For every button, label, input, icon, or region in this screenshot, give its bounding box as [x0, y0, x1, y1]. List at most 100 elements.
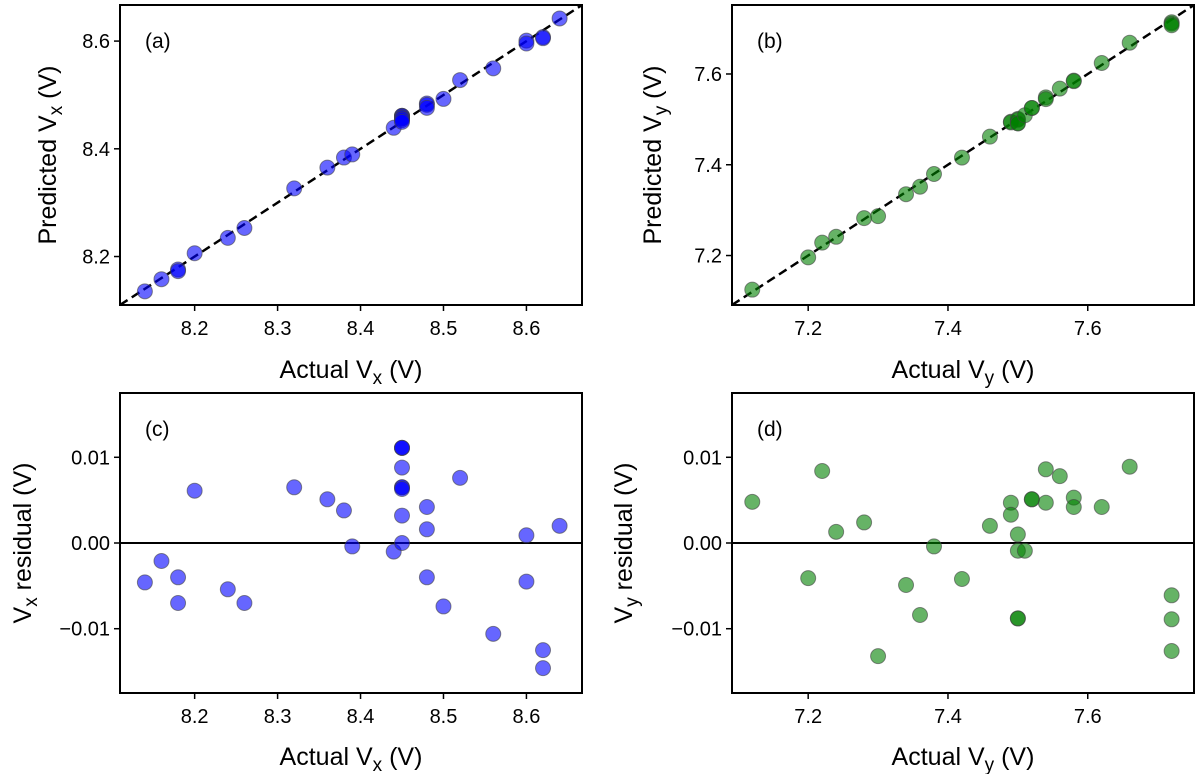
- data-point: [953, 571, 970, 587]
- data-point: [394, 481, 411, 497]
- panel-label: (b): [757, 30, 783, 53]
- data-point: [518, 573, 535, 590]
- x-tick-label: 8.5: [430, 318, 458, 340]
- data-point: [870, 208, 887, 225]
- data-point: [828, 228, 845, 245]
- x-tick-label: 8.4: [347, 318, 375, 340]
- data-point: [551, 517, 568, 534]
- data-point: [394, 459, 411, 476]
- data-point: [1037, 494, 1054, 511]
- data-point: [1121, 458, 1138, 475]
- panel-d: 7.2 7.4 7.6 0.01 0.00 −0.01 (d) Actual Vy (V) Vy…: [610, 392, 1195, 774]
- x-tick-label: 7.6: [1074, 706, 1102, 728]
- y-tick-label: −0.01: [59, 619, 110, 641]
- data-point: [170, 569, 187, 586]
- points: [136, 10, 568, 300]
- x-tick-label: 7.2: [794, 318, 822, 340]
- data-point: [1037, 461, 1054, 478]
- data-point: [925, 538, 942, 555]
- data-point: [925, 166, 942, 183]
- data-point: [535, 660, 552, 677]
- x-axis-label: Actual Vx (V): [280, 356, 423, 389]
- x-tick-label: 8.3: [264, 318, 292, 340]
- data-point: [1016, 542, 1033, 559]
- data-point: [435, 598, 452, 615]
- data-point: [814, 234, 831, 251]
- data-point: [912, 178, 929, 195]
- data-point: [286, 479, 303, 496]
- data-point: [418, 569, 435, 586]
- data-point: [344, 146, 361, 163]
- data-point: [186, 245, 203, 262]
- panel-c: 8.2 8.3 8.4 8.5 8.6 0.01 0.00 −0.01 (c) Actual Vx…: [9, 392, 583, 774]
- data-point: [418, 521, 435, 538]
- data-point: [418, 499, 435, 515]
- panel-b: 7.2 7.4 7.6 7.2 7.4 7.6 (b) Actual Vy (V) Predic…: [639, 4, 1195, 389]
- y-axis-label: Predicted Vy (V): [639, 65, 672, 244]
- data-point: [394, 535, 411, 551]
- y-tick-label: 0.00: [71, 533, 110, 555]
- data-point: [236, 219, 253, 236]
- data-point: [394, 507, 411, 524]
- data-point: [136, 574, 153, 591]
- y-tick-label: 8.4: [82, 139, 110, 161]
- data-point: [153, 271, 170, 288]
- data-point: [1051, 468, 1068, 485]
- data-point: [518, 35, 535, 52]
- data-point: [518, 527, 535, 544]
- data-point: [1037, 91, 1054, 108]
- points: [744, 14, 1180, 298]
- data-point: [153, 553, 170, 569]
- data-point: [219, 229, 236, 246]
- x-tick-label: 7.4: [934, 706, 962, 728]
- data-point: [485, 60, 502, 77]
- data-point: [394, 439, 411, 456]
- data-point: [744, 493, 761, 510]
- y-tick-label: 7.6: [694, 64, 722, 86]
- data-point: [1023, 491, 1040, 508]
- x-tick-label: 8.6: [513, 318, 541, 340]
- data-point: [800, 249, 817, 266]
- y-tick-label: −0.01: [671, 619, 722, 641]
- points: [744, 458, 1180, 665]
- x-tick-label: 7.6: [1074, 318, 1102, 340]
- data-point: [335, 502, 352, 519]
- data-point: [1065, 499, 1082, 515]
- x-axis-label: Actual Vy (V): [892, 356, 1035, 389]
- plot-frame: [119, 4, 583, 306]
- data-point: [170, 595, 187, 611]
- data-point: [1093, 499, 1110, 515]
- data-point: [1023, 99, 1040, 116]
- data-point: [1163, 643, 1180, 659]
- x-tick-label: 8.6: [513, 706, 541, 728]
- x-tick-label: 8.3: [264, 706, 292, 728]
- data-point: [898, 577, 915, 593]
- data-point: [418, 99, 435, 116]
- panel-label: (d): [757, 418, 783, 441]
- y-tick-label: 8.6: [82, 31, 110, 53]
- data-point: [814, 463, 831, 479]
- y-tick-label: 7.4: [694, 155, 722, 177]
- plot-frame: [731, 4, 1195, 306]
- y-tick-label: 0.01: [71, 447, 110, 469]
- data-point: [856, 210, 873, 227]
- panel-label: (c): [145, 418, 170, 441]
- data-point: [435, 90, 452, 107]
- data-point: [1093, 55, 1110, 72]
- x-tick-label: 8.2: [181, 706, 209, 728]
- y-tick-label: 0.01: [683, 447, 722, 469]
- data-point: [136, 283, 153, 300]
- x-tick-label: 8.4: [347, 706, 375, 728]
- x-axis-label: Actual Vy (V): [892, 743, 1035, 774]
- y-axis-label: Predicted Vx (V): [34, 65, 67, 244]
- data-point: [1121, 34, 1138, 51]
- data-point: [953, 149, 970, 166]
- data-point: [219, 581, 236, 598]
- panel-label: (a): [145, 30, 171, 53]
- data-point: [856, 514, 873, 531]
- x-tick-label: 8.2: [181, 318, 209, 340]
- data-point: [1163, 587, 1180, 604]
- data-point: [551, 10, 568, 27]
- data-point: [452, 469, 469, 486]
